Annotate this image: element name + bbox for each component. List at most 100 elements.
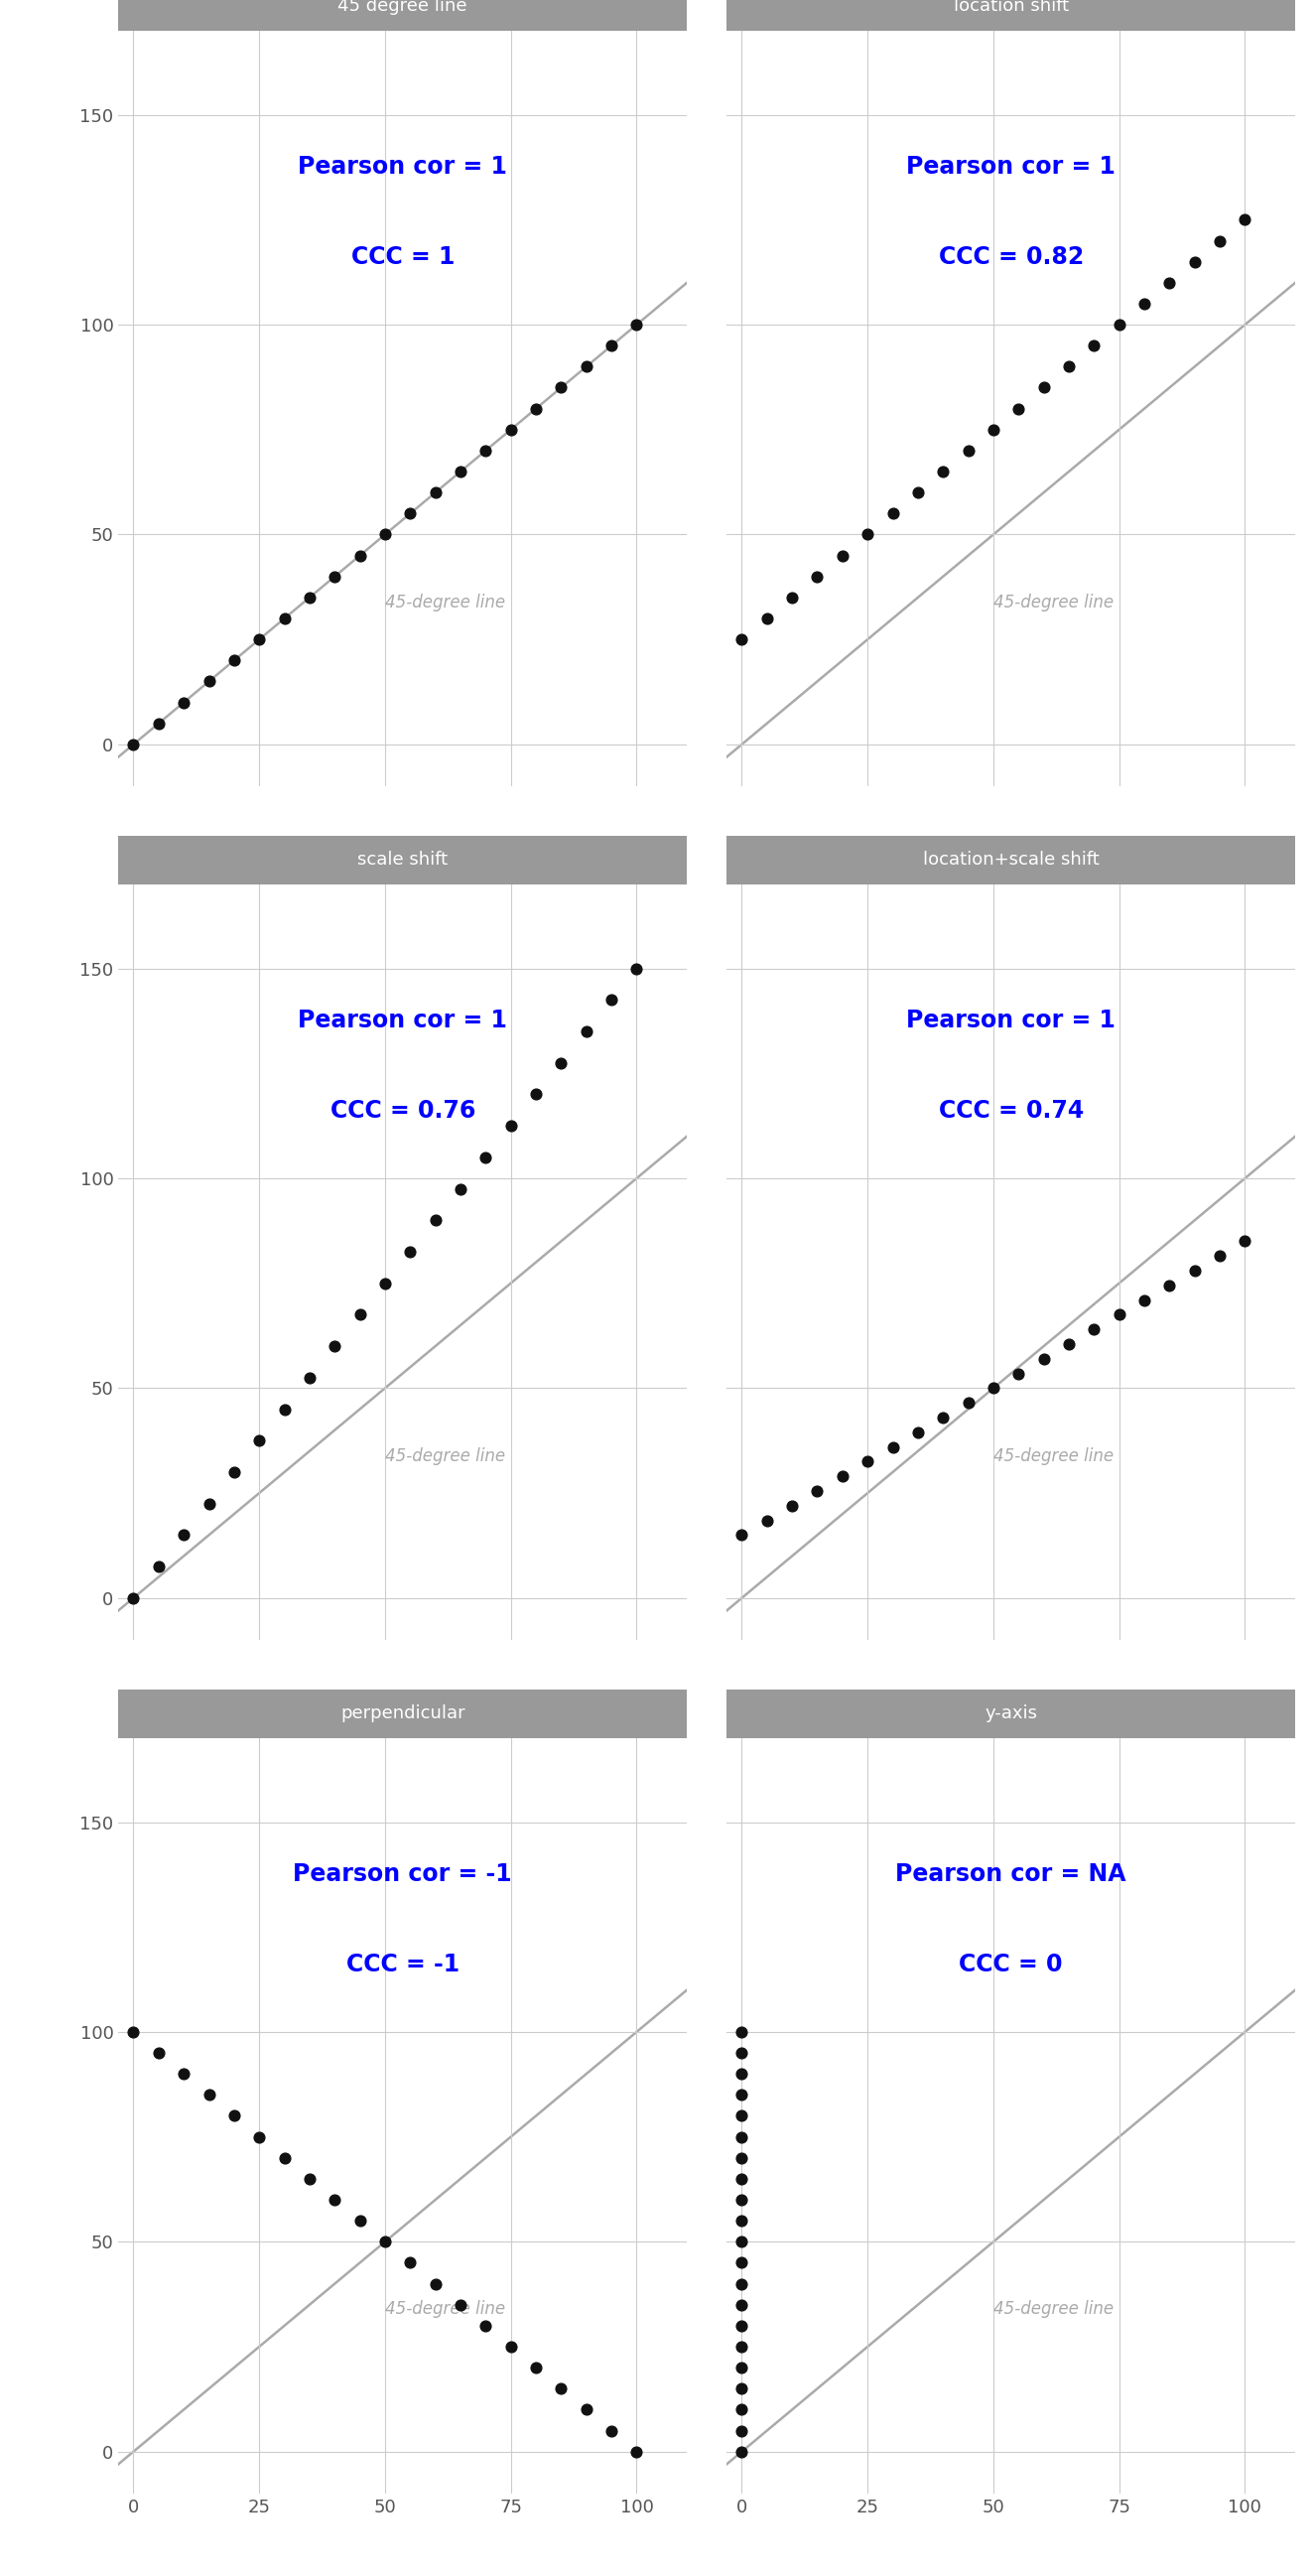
Point bbox=[174, 683, 195, 724]
Point bbox=[249, 2117, 270, 2159]
Point bbox=[375, 2221, 396, 2262]
Text: perpendicular: perpendicular bbox=[341, 1705, 466, 1723]
Point bbox=[907, 1412, 928, 1453]
Point bbox=[1084, 325, 1105, 366]
Point bbox=[626, 2432, 647, 2473]
Point bbox=[932, 451, 953, 492]
Text: 45-degree line: 45-degree line bbox=[385, 1448, 505, 1466]
FancyBboxPatch shape bbox=[118, 0, 686, 31]
Point bbox=[350, 536, 371, 577]
Point bbox=[375, 515, 396, 556]
Point bbox=[731, 2326, 752, 2367]
Point bbox=[500, 1105, 521, 1146]
Point bbox=[731, 2411, 752, 2452]
Point bbox=[807, 1471, 828, 1512]
Point bbox=[882, 1427, 903, 1468]
Point bbox=[932, 1396, 953, 1437]
FancyBboxPatch shape bbox=[727, 835, 1295, 884]
FancyBboxPatch shape bbox=[727, 0, 1295, 31]
Point bbox=[325, 556, 346, 598]
Text: CCC = 0.74: CCC = 0.74 bbox=[939, 1100, 1084, 1123]
Point bbox=[807, 556, 828, 598]
Point bbox=[475, 2306, 496, 2347]
Point bbox=[601, 979, 622, 1020]
Point bbox=[400, 2241, 421, 2282]
Point bbox=[731, 2432, 752, 2473]
Text: location shift: location shift bbox=[953, 0, 1069, 15]
Text: 45-degree line: 45-degree line bbox=[993, 592, 1114, 611]
Point bbox=[122, 2012, 143, 2053]
Point bbox=[731, 2053, 752, 2094]
Point bbox=[626, 948, 647, 989]
Point bbox=[1235, 1221, 1256, 1262]
Point bbox=[1009, 1352, 1030, 1394]
Point bbox=[731, 2388, 752, 2429]
Point bbox=[475, 1136, 496, 1177]
Text: CCC = 0: CCC = 0 bbox=[959, 1953, 1063, 1976]
Point bbox=[731, 2200, 752, 2241]
Point bbox=[601, 2411, 622, 2452]
Point bbox=[1235, 198, 1256, 240]
Text: Pearson cor = -1: Pearson cor = -1 bbox=[293, 1862, 512, 1886]
Text: CCC = 1: CCC = 1 bbox=[351, 245, 455, 270]
Point bbox=[274, 2138, 295, 2179]
Text: Pearson cor = NA: Pearson cor = NA bbox=[896, 1862, 1127, 1886]
Point bbox=[731, 2032, 752, 2074]
Point bbox=[982, 410, 1003, 451]
Point bbox=[982, 1368, 1003, 1409]
Point bbox=[249, 618, 270, 659]
Text: 45-degree line: 45-degree line bbox=[993, 1448, 1114, 1466]
Point bbox=[1034, 366, 1055, 407]
Point bbox=[425, 2264, 446, 2306]
Point bbox=[576, 1010, 597, 1051]
Point bbox=[274, 598, 295, 639]
Point bbox=[299, 1358, 320, 1399]
Point bbox=[1159, 1265, 1180, 1306]
Point bbox=[731, 2367, 752, 2409]
Point bbox=[425, 1200, 446, 1242]
Point bbox=[781, 577, 802, 618]
Point bbox=[626, 304, 647, 345]
Text: scale shift: scale shift bbox=[358, 850, 448, 868]
Point bbox=[1109, 1293, 1130, 1334]
Text: 45-degree line: 45-degree line bbox=[385, 2300, 505, 2318]
Point bbox=[224, 1450, 245, 1492]
Point bbox=[1009, 389, 1030, 430]
Point bbox=[601, 325, 622, 366]
Point bbox=[174, 2053, 195, 2094]
Point bbox=[500, 410, 521, 451]
Text: Pearson cor = 1: Pearson cor = 1 bbox=[299, 1010, 508, 1033]
Point bbox=[375, 1262, 396, 1303]
Point bbox=[1210, 1236, 1231, 1278]
Point bbox=[731, 2012, 752, 2053]
Point bbox=[1059, 1324, 1080, 1365]
Point bbox=[731, 2241, 752, 2282]
Text: CCC = 0.82: CCC = 0.82 bbox=[939, 245, 1084, 270]
Point bbox=[731, 1515, 752, 1556]
Point bbox=[400, 1231, 421, 1273]
Point bbox=[781, 1484, 802, 1525]
Point bbox=[731, 2094, 752, 2136]
Point bbox=[450, 451, 471, 492]
Point bbox=[122, 724, 143, 765]
Point bbox=[1134, 283, 1155, 325]
Point bbox=[756, 598, 777, 639]
Text: 45-degree line: 45-degree line bbox=[993, 2300, 1114, 2318]
Point bbox=[1210, 219, 1231, 260]
Text: CCC = -1: CCC = -1 bbox=[346, 1953, 459, 1976]
Point bbox=[325, 2179, 346, 2221]
Point bbox=[149, 2032, 170, 2074]
Point bbox=[551, 1043, 572, 1084]
Point bbox=[199, 2074, 220, 2115]
Point bbox=[832, 536, 853, 577]
Point bbox=[576, 345, 597, 386]
Point bbox=[299, 577, 320, 618]
Text: Pearson cor = 1: Pearson cor = 1 bbox=[906, 1010, 1115, 1033]
Text: 45 degree line: 45 degree line bbox=[338, 0, 467, 15]
Point bbox=[400, 492, 421, 533]
Point bbox=[551, 366, 572, 407]
Point bbox=[149, 1546, 170, 1587]
Point bbox=[731, 618, 752, 659]
Point bbox=[526, 1074, 547, 1115]
Point bbox=[1159, 263, 1180, 304]
